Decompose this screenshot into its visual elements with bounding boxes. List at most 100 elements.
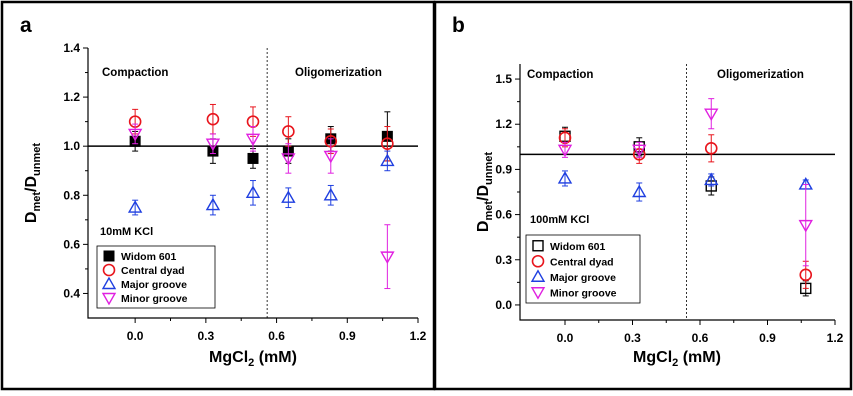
panel-a-data-point [245,185,261,199]
panel-b-x-axis-title: MgCl2 (mM) [633,349,721,369]
panel-a: a 0.0 0.3 0.6 0.9 1.2 0.4 0.6 0.8 1.0 1.2 1.4 Compac… [20,14,427,369]
panel-a-letter: a [20,14,32,37]
panel-a-y-tick-label: 1.2 [63,90,80,104]
panel-b-legend-box [525,234,641,304]
panel-b-axes [519,64,835,321]
panel-a-data-point [206,112,220,126]
panel-b-series-minor-groove [557,98,813,267]
panel-b-y-axis-title-part: D [475,221,492,233]
panel-a-series-major-groove [127,150,395,216]
panel-a-data-point [323,187,338,201]
panel-a-x-tick-label: 1.2 [410,329,427,343]
panel-a-data-point [323,150,338,164]
panel-b-data-point [557,144,573,158]
panel-a-y-axis-title-part: D [23,212,40,224]
panel-b-x-tick-label: 1.2 [827,331,844,345]
panel-b-x-axis-title-part: 2 [672,357,678,369]
panel-a-legend-label: Central dyad [121,265,185,277]
panel-a-region-compaction: Compaction [102,67,168,79]
panel-a-data-point [281,190,296,203]
panel-a-legend-label: Major groove [121,279,187,291]
panel-b-x-tick-label: 0.6 [692,331,709,345]
panel-b-data-point [799,268,813,282]
panel-b-legend-marker [530,269,546,282]
panel-a-data-point [381,137,394,151]
panel-b-x-tick-label: 0.0 [557,331,574,345]
panel-b-region-oligomerization: Oligomerization [717,69,804,81]
panel-a-legend: Widom 601 Central dyad Major groove Minor g… [96,245,216,309]
panel-a-y-axis-title-part: unmet [31,143,43,176]
panel-a-y-axis-title-part: met [31,192,43,212]
panel-a-data-point [127,200,143,213]
panel-a-data-point [281,153,296,166]
panel-b-y-axis-title-part: unmet [483,152,495,185]
panel-b-data-point [557,171,573,184]
panel-b-legend-marker [532,240,544,252]
panel-a-x-tick-label: 0.6 [268,329,285,343]
panel-a-legend-label: Minor groove [121,293,188,305]
panel-a-x-axis-title-part: (mM) [254,349,297,366]
panel-a-data-point [245,133,261,147]
panel-a-data-point [380,153,395,167]
panel-b-y-axis-title: Dmet/Dunmet [475,152,495,232]
panel-a-legend-box [96,245,216,309]
panel-a-condition-label: 10mM KCl [100,226,153,238]
panel-b-data-point [704,142,718,155]
panel-b-x-tick-label: 0.3 [624,331,641,345]
panel-b-y-tick-label: 0.3 [495,253,512,267]
panel-b-legend-label: Minor groove [550,287,617,299]
panel-a-series-widom-601 [129,111,393,169]
panel-a-data-point [127,128,143,142]
panel-a-x-tick-label: 0.0 [127,329,144,343]
panel-a-x-axis-title-part: 2 [248,357,254,369]
panel-a-data-point [205,138,221,152]
panel-a-data-point [205,197,221,211]
panel-a-x-axis-title: MgCl2 (mM) [209,349,297,369]
panel-b-legend-label: Major groove [550,272,616,284]
panel-b-y-tick-label: 0.6 [495,208,512,222]
panel-b-data-point [704,108,719,122]
panel-b: b 0.0 0.3 0.6 0.9 1.2 0.0 0.3 0.6 0.9 1.2 1.5 Compac… [452,14,844,369]
panel-b-y-tick-label: 0.0 [495,298,512,312]
panel-b-legend-label: Widom 601 [550,241,605,253]
panel-a-data-point [282,125,295,138]
panel-a-legend-marker [101,276,117,290]
panel-a-x-tick-label: 0.3 [198,329,215,343]
panel-a-x-axis-title-part: MgCl [209,349,248,366]
panel-b-data-point [798,219,813,233]
panel-b-y-tick-label: 0.9 [495,162,512,176]
panel-a-legend-label: Widom 601 [121,251,176,263]
panel-a-y-axis-title: Dmet/Dunmet [23,143,43,223]
panel-a-region-oligomerization: Oligomerization [295,67,382,79]
panel-a-legend-marker [103,250,115,262]
panel-b-legend-marker [530,287,546,300]
panel-a-series-central-dyad [128,103,394,162]
panel-b-y-axis-title-part: met [483,201,495,221]
panel-a-y-tick-label: 0.8 [63,188,80,202]
panel-b-legend-marker [531,254,545,268]
panel-b-data-point [704,172,719,186]
panel-a-y-tick-label: 0.4 [63,286,80,300]
panel-a-axes [87,48,418,319]
panel-b-region-compaction: Compaction [527,69,593,81]
panel-a-x-tick-label: 0.9 [339,329,356,343]
panel-a-y-axis-title-part: /D [23,176,40,192]
panel-b-frame [433,0,853,391]
panel-b-y-axis-title-part: /D [475,185,492,201]
panel-b-data-point [632,184,647,198]
panel-b-series-major-groove [557,170,813,202]
panel-b-x-axis-title-part: (mM) [678,349,721,366]
panel-a-data-point [380,251,395,265]
panel-a-legend-marker [102,263,116,277]
panel-a-data-point [247,152,259,164]
panel-b-condition-label: 100mM KCl [530,214,589,226]
panel-a-y-tick-label: 1.4 [63,41,80,55]
panel-b-y-tick-label: 1.2 [495,117,512,131]
panel-b-legend-label: Central dyad [550,256,614,268]
panel-b-letter: b [452,14,465,37]
panel-a-legend-marker [101,292,117,306]
panel-b-data-point [632,144,647,158]
panel-a-series-minor-groove [127,123,395,290]
